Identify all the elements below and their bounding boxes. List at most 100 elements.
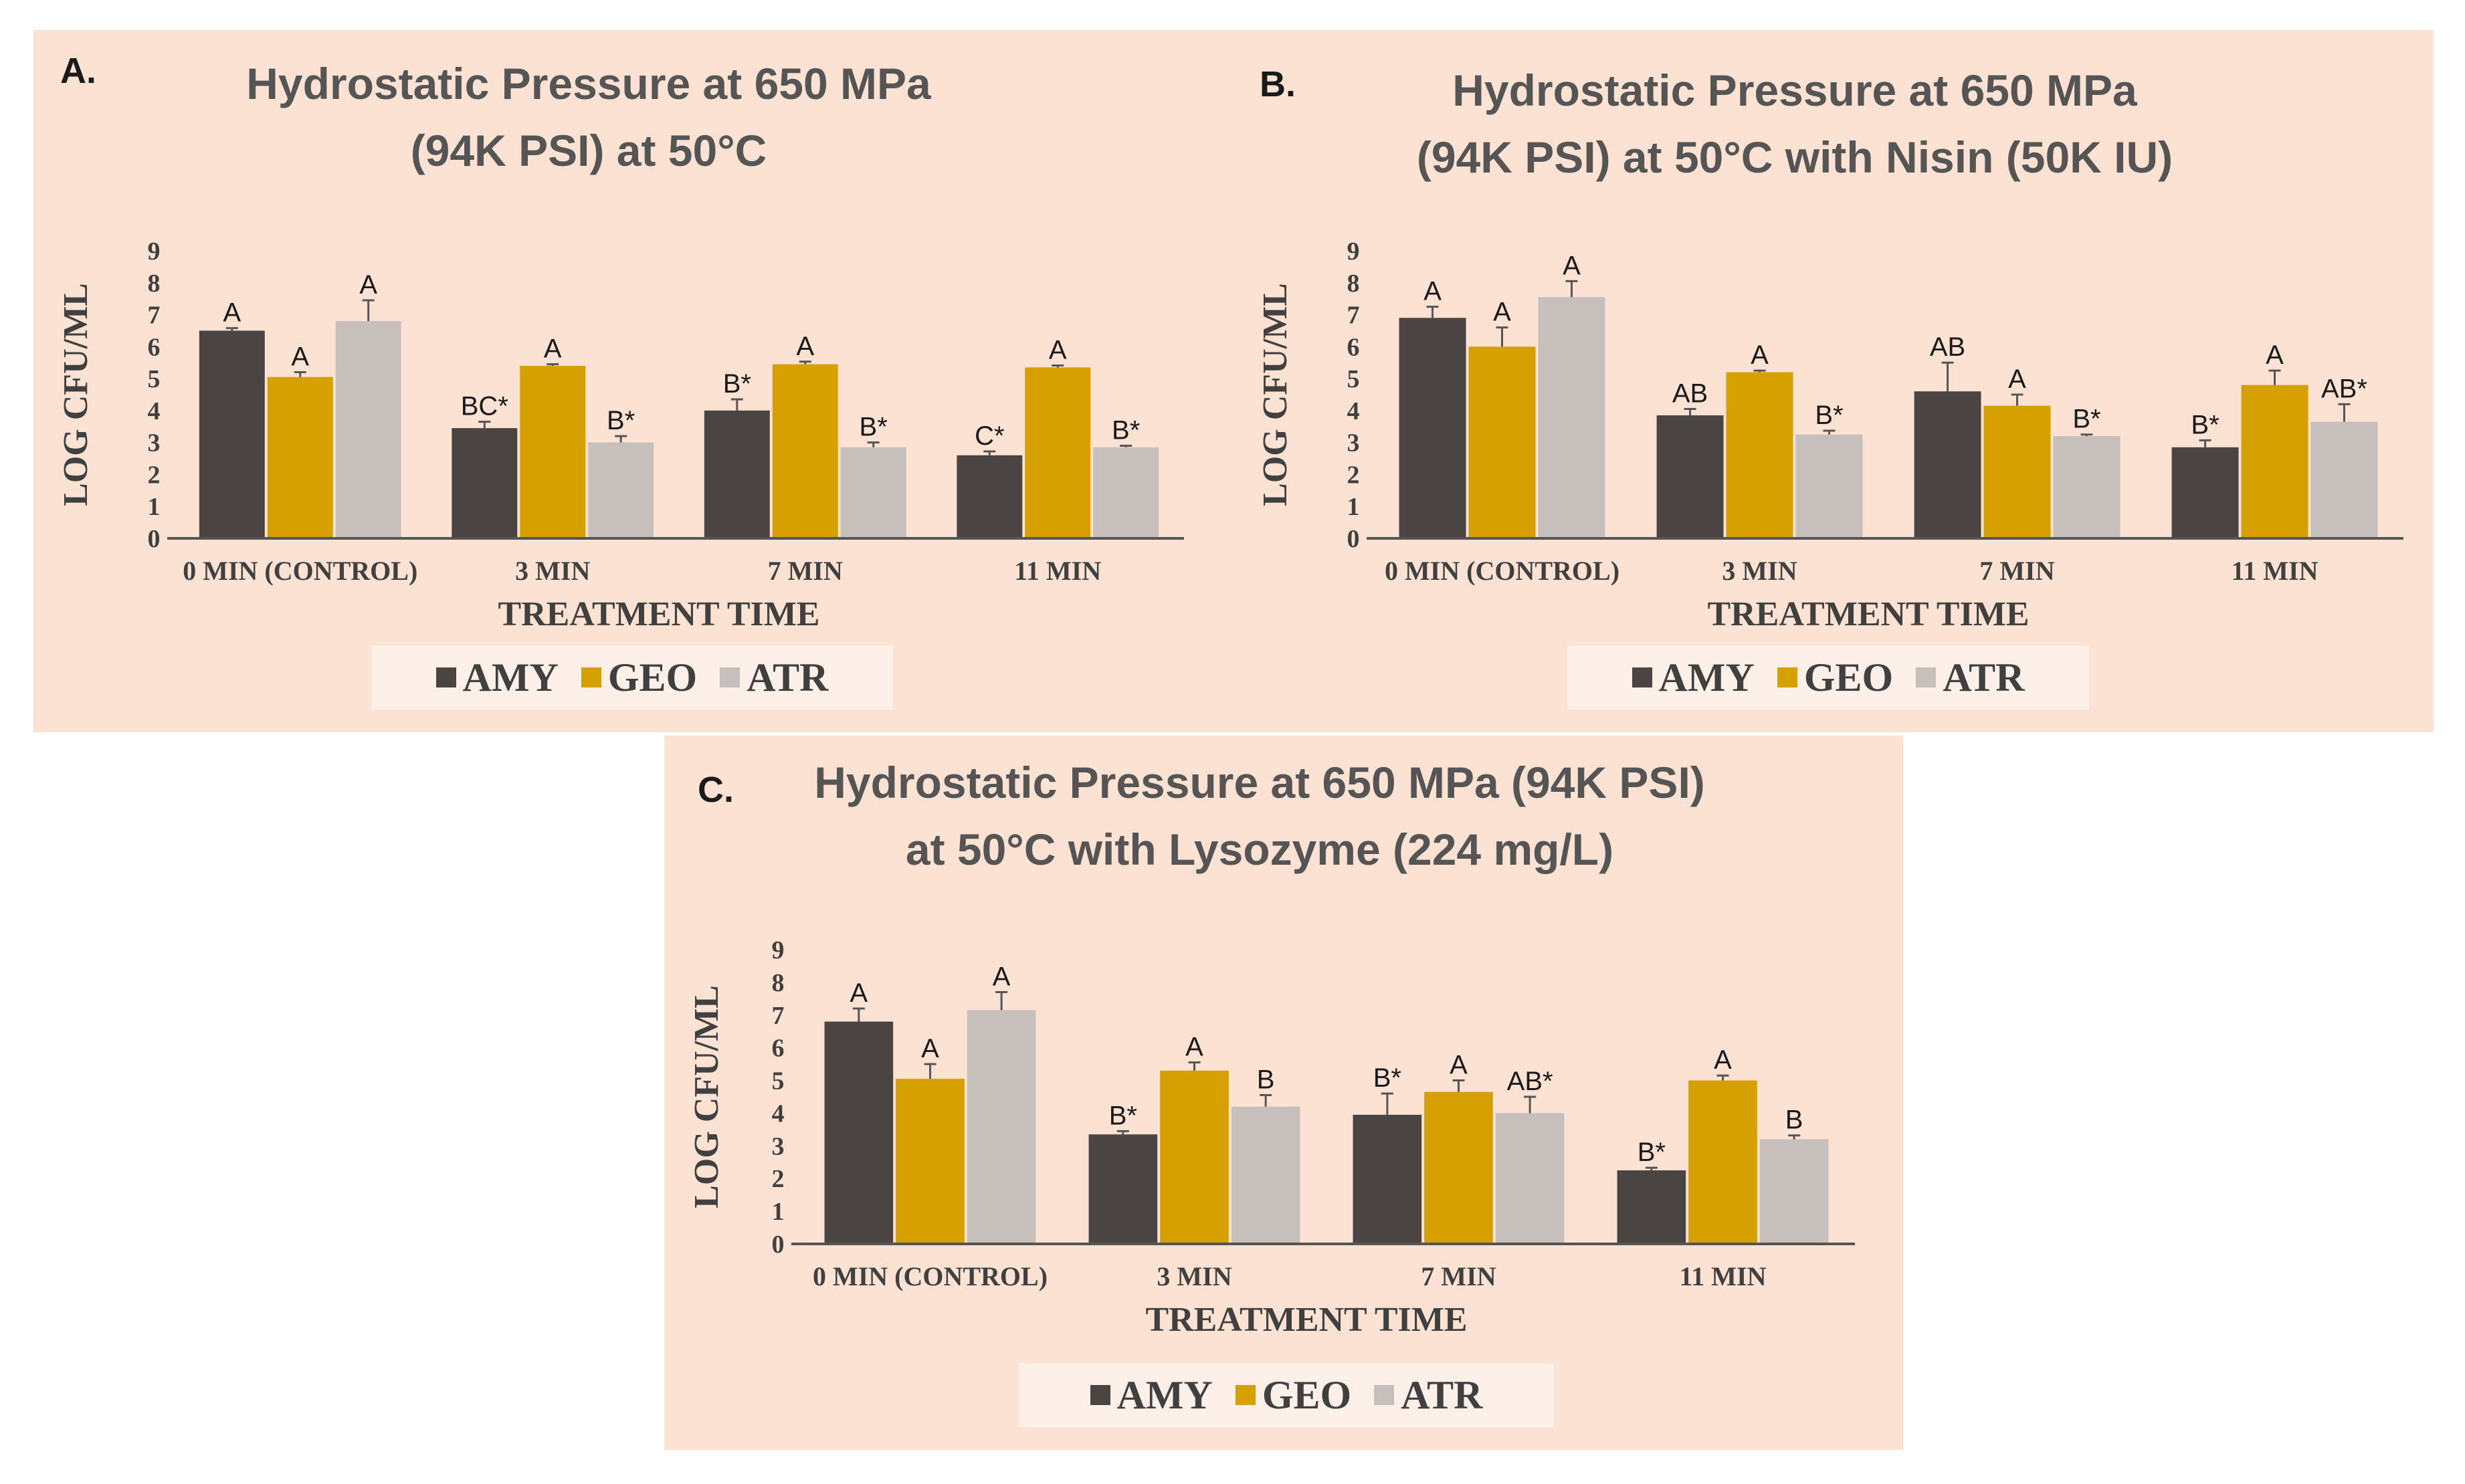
x-axis-title: TREATMENT TIME (1707, 595, 2029, 633)
bar-amy (1399, 318, 1466, 538)
y-tick-label: 1 (772, 1198, 785, 1226)
chart-title-line-1: Hydrostatic Pressure at 650 MPa (94K PSI… (814, 758, 1705, 807)
x-axis-title: TREATMENT TIME (498, 595, 819, 633)
bar-geo (1726, 372, 1793, 538)
significance-label: BC* (461, 392, 508, 421)
significance-label: AB (1672, 379, 1708, 409)
legend-swatch-geo (1777, 667, 1797, 687)
legend-swatch-geo (581, 667, 601, 687)
y-tick-label: 8 (148, 270, 161, 298)
y-tick-label: 4 (148, 397, 161, 425)
y-tick-label: 3 (1347, 429, 1360, 457)
y-tick-label: 9 (148, 237, 161, 266)
legend-label: ATR (1401, 1372, 1483, 1417)
chart-title-line-1: Hydrostatic Pressure at 650 MPa (1452, 66, 2137, 115)
legend-item-amy: AMY (1632, 655, 1755, 701)
x-category-label: 3 MIN (1722, 556, 1797, 586)
legend-item-atr: ATR (1374, 1372, 1482, 1418)
x-category-label: 7 MIN (1979, 556, 2054, 586)
legend-item-geo: GEO (1235, 1372, 1352, 1418)
significance-label: A (2008, 364, 2026, 394)
legend-label: ATR (1943, 655, 2025, 700)
chart-title-line-2: at 50°C with Lysozyme (224 mg/L) (905, 825, 1614, 874)
significance-label: A (1423, 277, 1442, 306)
legend-label: GEO (1803, 655, 1894, 700)
legend-item-atr: ATR (720, 655, 828, 701)
significance-label: A (1563, 251, 1581, 280)
legend: AMY GEO ATR (1567, 645, 2089, 710)
significance-label: A (993, 962, 1011, 992)
bar-atr (1231, 1106, 1300, 1244)
y-tick-label: 4 (772, 1099, 785, 1128)
significance-label: B* (1109, 1101, 1137, 1130)
y-tick-label: 2 (772, 1165, 785, 1193)
chart-title-line-2: (94K PSI) at 50°C (410, 126, 767, 175)
bar-geo (267, 377, 333, 538)
y-tick-label: 3 (148, 429, 161, 457)
legend-item-amy: AMY (1090, 1372, 1213, 1418)
legend-label: GEO (1262, 1372, 1352, 1417)
significance-label: B (1785, 1105, 1803, 1135)
y-tick-label: 5 (772, 1067, 785, 1095)
y-tick-label: 0 (772, 1231, 785, 1259)
bar-atr (1795, 434, 1863, 538)
y-tick-label: 4 (1347, 397, 1360, 425)
bar-amy (1088, 1134, 1158, 1244)
legend-label: GEO (607, 655, 698, 700)
y-tick-label: 6 (772, 1035, 785, 1063)
legend-item-amy: AMY (435, 655, 559, 701)
x-category-label: 7 MIN (1421, 1261, 1496, 1291)
significance-label: AB (1930, 332, 1965, 362)
bar-geo (1424, 1091, 1493, 1244)
legend-item-geo: GEO (1777, 655, 1893, 701)
bar-geo (896, 1079, 965, 1244)
significance-label: B* (723, 369, 751, 399)
y-tick-label: 6 (1347, 333, 1360, 361)
x-category-label: 11 MIN (2232, 556, 2319, 586)
bar-geo (1983, 405, 2051, 538)
significance-label: A (223, 298, 241, 328)
significance-label: AB* (1507, 1067, 1553, 1096)
y-tick-label: 7 (772, 1002, 785, 1030)
bar-geo (1468, 346, 1536, 538)
chart-panel-b: B. Hydrostatic Pressure at 650 MPa (94K … (1233, 30, 2434, 732)
legend-swatch-atr (1374, 1385, 1395, 1405)
bar-geo (772, 364, 838, 538)
significance-label: A (850, 978, 868, 1008)
bar-atr (2310, 421, 2378, 538)
legend: AMY GEO ATR (371, 645, 893, 710)
significance-label: B (1257, 1065, 1275, 1095)
y-tick-label: 2 (148, 461, 161, 489)
x-category-label: 3 MIN (1157, 1261, 1231, 1291)
x-category-label: 0 MIN (CONTROL) (1385, 556, 1619, 586)
y-tick-label: 6 (148, 333, 161, 361)
legend-label: AMY (1116, 1372, 1213, 1417)
bar-geo (1688, 1080, 1757, 1244)
significance-label: AB* (2321, 374, 2367, 403)
y-tick-label: 1 (1347, 493, 1360, 521)
bar-amy (452, 428, 518, 538)
chart-panel-a: A. Hydrostatic Pressure at 650 MPa (94K … (33, 30, 1211, 732)
bar-amy (199, 330, 265, 538)
chart-title-line-1: Hydrostatic Pressure at 650 MPa (246, 59, 931, 108)
bar-amy (957, 455, 1023, 538)
y-tick-label: 9 (772, 936, 785, 964)
bar-atr (1759, 1139, 1829, 1244)
significance-label: B* (860, 413, 888, 442)
significance-label: A (544, 334, 562, 364)
significance-label: B* (1112, 415, 1140, 445)
chart-title-line-2: (94K PSI) at 50°C with Nisin (50K IU) (1416, 132, 2173, 182)
significance-label: A (1493, 298, 1511, 327)
y-tick-label: 0 (1347, 525, 1360, 553)
x-category-label: 11 MIN (1680, 1261, 1767, 1291)
y-tick-label: 2 (1347, 461, 1360, 489)
x-category-label: 7 MIN (768, 556, 843, 586)
significance-label: A (1049, 336, 1067, 365)
y-tick-label: 1 (148, 493, 161, 521)
bar-atr (1538, 297, 1605, 538)
bar-amy (1617, 1170, 1686, 1244)
x-category-label: 0 MIN (CONTROL) (183, 556, 417, 586)
legend-swatch-amy (1632, 667, 1652, 687)
bar-geo (520, 366, 586, 538)
